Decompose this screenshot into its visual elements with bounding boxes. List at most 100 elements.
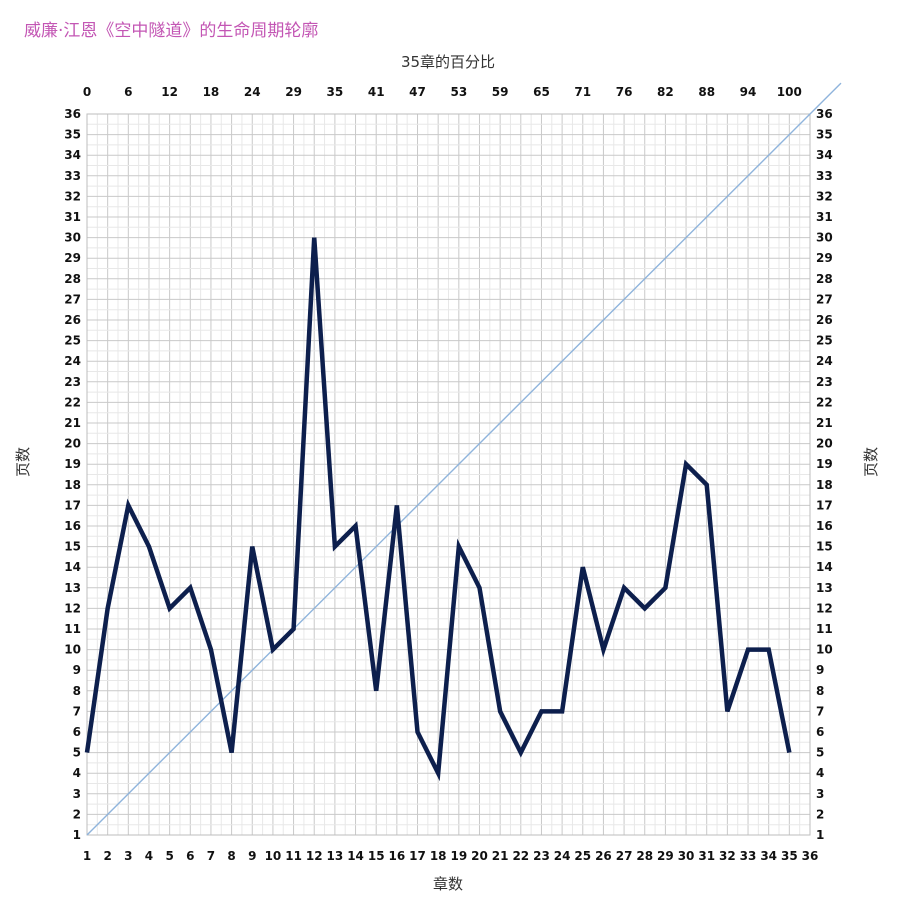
- y-tick-label-right: 10: [816, 643, 833, 657]
- y-axis-title-right: 页数: [862, 447, 880, 477]
- y-tick-label-left: 26: [64, 313, 81, 327]
- x2-tick-label: 71: [574, 85, 591, 99]
- y-tick-label-left: 27: [64, 292, 81, 306]
- y-tick-label-right: 5: [816, 746, 824, 760]
- x-tick-label: 36: [802, 849, 819, 863]
- y-tick-label-right: 14: [816, 560, 833, 574]
- y-tick-label-left: 12: [64, 601, 81, 615]
- x-tick-label: 28: [636, 849, 653, 863]
- y-tick-label-left: 3: [73, 787, 81, 801]
- y-tick-label-right: 6: [816, 725, 824, 739]
- x-tick-label: 31: [698, 849, 715, 863]
- y-tick-label-left: 6: [73, 725, 81, 739]
- x-tick-label: 16: [389, 849, 406, 863]
- x2-tick-label: 6: [124, 85, 132, 99]
- x2-tick-label: 18: [203, 85, 220, 99]
- x-tick-label: 30: [678, 849, 695, 863]
- x-axis-ticks: 1 2 3 4 5 6 7 8 9 10 11 12 13 14 15 16 17 18 19 20 21 22 23 24 2…: [83, 849, 819, 863]
- y-tick-label-left: 13: [64, 581, 81, 595]
- y-tick-label-right: 20: [816, 437, 833, 451]
- y-tick-label-right: 12: [816, 601, 833, 615]
- x2-tick-label: 41: [368, 85, 385, 99]
- x-tick-label: 25: [574, 849, 591, 863]
- y-tick-label-right: 13: [816, 581, 833, 595]
- y-tick-label-right: 25: [816, 334, 833, 348]
- y-tick-label-right: 4: [816, 766, 824, 780]
- y-tick-label-right: 29: [816, 251, 833, 265]
- x-tick-label: 2: [103, 849, 111, 863]
- y-tick-label-left: 5: [73, 746, 81, 760]
- y-tick-label-left: 10: [64, 643, 81, 657]
- y-tick-label-left: 31: [64, 210, 81, 224]
- y-tick-label-right: 15: [816, 540, 833, 554]
- x-tick-label: 17: [409, 849, 426, 863]
- x-tick-label: 11: [285, 849, 302, 863]
- y-tick-label-right: 1: [816, 828, 824, 842]
- x2-tick-label: 76: [616, 85, 633, 99]
- x-tick-label: 27: [616, 849, 633, 863]
- y-tick-label-right: 24: [816, 354, 833, 368]
- x2-tick-label: 59: [492, 85, 509, 99]
- x2-axis-ticks: 0 6 12 18 24 29 35 41 47 53 59 65 71 76 82 88 94 100: [83, 85, 802, 99]
- x2-tick-label: 82: [657, 85, 674, 99]
- x-tick-label: 23: [533, 849, 550, 863]
- y-tick-label-left: 20: [64, 437, 81, 451]
- x-tick-label: 21: [492, 849, 509, 863]
- y-tick-label-left: 9: [73, 663, 81, 677]
- x2-tick-label: 12: [161, 85, 178, 99]
- y-tick-label-left: 4: [73, 766, 81, 780]
- series-layer: [84, 82, 842, 836]
- x2-tick-label: 65: [533, 85, 550, 99]
- x-tick-label: 12: [306, 849, 323, 863]
- y-tick-label-left: 17: [64, 498, 81, 512]
- y-tick-label-right: 18: [816, 478, 833, 492]
- pages-per-chapter-line: [84, 237, 792, 782]
- y-tick-label-right: 31: [816, 210, 833, 224]
- x-tick-label: 24: [554, 849, 571, 863]
- y-tick-label-right: 28: [816, 272, 833, 286]
- x-tick-label: 6: [186, 849, 194, 863]
- y-axis-title-left: 页数: [14, 447, 32, 477]
- y-tick-label-left: 34: [64, 148, 81, 162]
- y-tick-label-left: 22: [64, 395, 81, 409]
- y-tick-label-right: 19: [816, 457, 833, 471]
- y-tick-label-right: 27: [816, 292, 833, 306]
- y-tick-label-left: 21: [64, 416, 81, 430]
- x-tick-label: 26: [595, 849, 612, 863]
- y-tick-label-right: 35: [816, 128, 833, 142]
- y-tick-label-left: 14: [64, 560, 81, 574]
- y-tick-label-left: 29: [64, 251, 81, 265]
- x-tick-label: 15: [368, 849, 385, 863]
- x-tick-label: 5: [165, 849, 173, 863]
- x-tick-label: 14: [347, 849, 364, 863]
- y-tick-label-right: 9: [816, 663, 824, 677]
- x-tick-label: 29: [657, 849, 674, 863]
- x-tick-label: 19: [450, 849, 467, 863]
- y-tick-label-left: 33: [64, 169, 81, 183]
- y-tick-label-left: 35: [64, 128, 81, 142]
- y-tick-label-left: 1: [73, 828, 81, 842]
- y-tick-label-left: 24: [64, 354, 81, 368]
- x2-tick-label: 100: [777, 85, 802, 99]
- y-tick-label-left: 28: [64, 272, 81, 286]
- y-tick-label-right: 23: [816, 375, 833, 389]
- y-tick-label-right: 11: [816, 622, 833, 636]
- x2-tick-label: 94: [740, 85, 757, 99]
- y-tick-label-right: 8: [816, 684, 824, 698]
- y-tick-label-right: 26: [816, 313, 833, 327]
- y-tick-label-left: 15: [64, 540, 81, 554]
- x-axis-title: 章数: [433, 875, 463, 893]
- x2-tick-label: 47: [409, 85, 426, 99]
- x-tick-label: 33: [740, 849, 757, 863]
- y-tick-label-left: 2: [73, 807, 81, 821]
- x2-tick-label: 35: [327, 85, 344, 99]
- y-tick-label-left: 11: [64, 622, 81, 636]
- x-tick-label: 3: [124, 849, 132, 863]
- plot-area-frame: [86, 113, 811, 836]
- x-tick-label: 35: [781, 849, 798, 863]
- x-tick-label: 20: [471, 849, 488, 863]
- y-tick-label-left: 25: [64, 334, 81, 348]
- x2-tick-label: 0: [83, 85, 91, 99]
- x-tick-label: 18: [430, 849, 447, 863]
- y-tick-label-right: 34: [816, 148, 833, 162]
